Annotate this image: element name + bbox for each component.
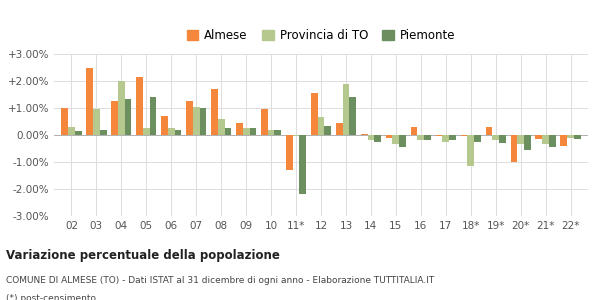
Bar — [493, 135, 499, 140]
Bar — [211, 89, 218, 135]
Bar — [93, 110, 100, 135]
Bar — [424, 135, 431, 140]
Text: (*) post-censimento: (*) post-censimento — [6, 294, 96, 300]
Bar — [542, 135, 549, 144]
Bar — [368, 135, 374, 140]
Bar — [200, 108, 206, 135]
Bar — [567, 135, 574, 138]
Bar — [411, 127, 418, 135]
Bar — [343, 84, 349, 135]
Bar — [299, 135, 306, 194]
Bar — [549, 135, 556, 147]
Bar — [317, 118, 325, 135]
Bar — [349, 97, 356, 135]
Bar — [218, 119, 224, 135]
Bar — [286, 135, 293, 170]
Bar — [193, 106, 200, 135]
Bar — [485, 128, 493, 135]
Bar — [61, 108, 68, 135]
Bar — [442, 135, 449, 142]
Bar — [560, 135, 567, 146]
Bar — [136, 77, 143, 135]
Bar — [243, 128, 250, 135]
Bar — [524, 135, 531, 150]
Bar — [118, 81, 125, 135]
Bar — [374, 135, 381, 142]
Bar — [474, 135, 481, 142]
Bar — [186, 101, 193, 135]
Legend: Almese, Provincia di TO, Piemonte: Almese, Provincia di TO, Piemonte — [182, 24, 460, 47]
Bar — [236, 123, 243, 135]
Bar — [449, 135, 456, 140]
Bar — [361, 134, 368, 135]
Bar — [436, 135, 442, 136]
Bar — [293, 135, 299, 136]
Bar — [175, 130, 181, 135]
Bar — [392, 135, 399, 144]
Bar — [111, 101, 118, 135]
Bar — [274, 130, 281, 135]
Bar — [224, 128, 231, 135]
Bar — [125, 98, 131, 135]
Bar — [250, 128, 256, 135]
Bar — [168, 128, 175, 135]
Bar — [149, 97, 157, 135]
Bar — [461, 135, 467, 136]
Bar — [535, 135, 542, 139]
Bar — [418, 135, 424, 140]
Text: COMUNE DI ALMESE (TO) - Dati ISTAT al 31 dicembre di ogni anno - Elaborazione TU: COMUNE DI ALMESE (TO) - Dati ISTAT al 31… — [6, 276, 434, 285]
Text: Variazione percentuale della popolazione: Variazione percentuale della popolazione — [6, 249, 280, 262]
Bar — [336, 123, 343, 135]
Bar — [574, 135, 581, 139]
Bar — [311, 93, 317, 135]
Bar — [68, 127, 75, 135]
Bar — [261, 110, 268, 135]
Bar — [467, 135, 474, 166]
Bar — [161, 116, 168, 135]
Bar — [517, 135, 524, 144]
Bar — [75, 131, 82, 135]
Bar — [499, 135, 506, 143]
Bar — [143, 128, 149, 135]
Bar — [511, 135, 517, 162]
Bar — [325, 125, 331, 135]
Bar — [386, 135, 392, 138]
Bar — [86, 68, 93, 135]
Bar — [399, 135, 406, 147]
Bar — [100, 130, 107, 135]
Bar — [268, 130, 274, 135]
